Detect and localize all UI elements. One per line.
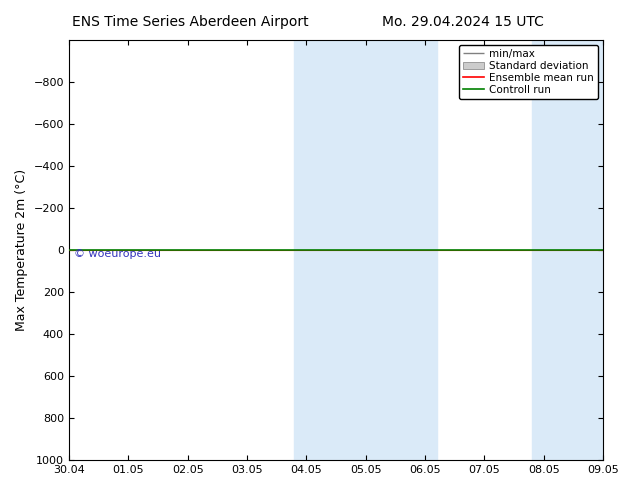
Text: ENS Time Series Aberdeen Airport: ENS Time Series Aberdeen Airport <box>72 15 309 29</box>
Text: © woeurope.eu: © woeurope.eu <box>74 249 161 259</box>
Bar <box>532 40 603 460</box>
Text: Mo. 29.04.2024 15 UTC: Mo. 29.04.2024 15 UTC <box>382 15 544 29</box>
Legend: min/max, Standard deviation, Ensemble mean run, Controll run: min/max, Standard deviation, Ensemble me… <box>459 45 598 99</box>
Bar <box>294 40 366 460</box>
Bar <box>366 40 437 460</box>
Y-axis label: Max Temperature 2m (°C): Max Temperature 2m (°C) <box>15 169 28 331</box>
